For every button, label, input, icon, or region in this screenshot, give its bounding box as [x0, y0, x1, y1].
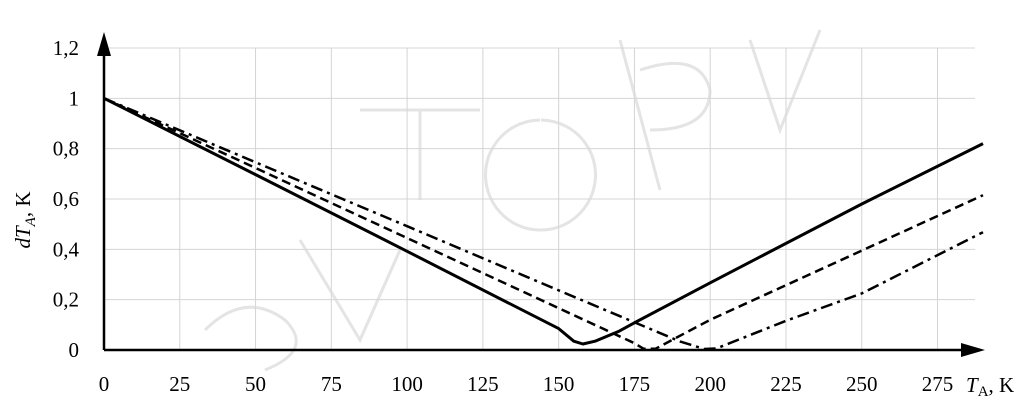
y-tick-label: 0 [69, 338, 80, 362]
x-tick-label: 75 [321, 372, 342, 396]
y-tick-label: 0,8 [53, 137, 79, 161]
x-tick-label: 0 [99, 372, 110, 396]
y-tick-label: 0,6 [53, 187, 79, 211]
y-tick-label: 1 [69, 86, 80, 110]
tick-labels: 0 25 50 75 100 125 150 175 200 225 250 275 0 0,2 0,4 0,… [53, 36, 954, 396]
y-tick-label: 0,4 [53, 237, 80, 261]
watermark-glyph [618, 39, 712, 191]
x-tick-label: 225 [770, 372, 802, 396]
x-tick-label: 250 [846, 372, 878, 396]
x-axis-arrow [961, 343, 985, 357]
watermark-glyph [748, 29, 822, 135]
y-axis-title: dTA, K [11, 191, 39, 248]
x-tick-label: 200 [694, 372, 726, 396]
x-tick-label: 175 [619, 372, 651, 396]
x-axis-title: TA, K [966, 373, 1014, 396]
grid [104, 47, 975, 350]
x-tick-label: 100 [391, 372, 423, 396]
y-tick-label: 1,2 [53, 36, 79, 60]
y-axis-arrow [97, 32, 111, 56]
axes [97, 32, 985, 357]
x-tick-label: 275 [922, 372, 954, 396]
series-line-dash-dot [103, 97, 984, 351]
watermark-glyph [484, 118, 597, 232]
series-line-dashed [103, 97, 984, 350]
watermark [203, 29, 822, 372]
x-tick-label: 125 [467, 372, 499, 396]
watermark-glyph [360, 108, 480, 200]
x-tick-label: 50 [245, 372, 266, 396]
series-line-solid [103, 96, 984, 346]
y-tick-label: 0,2 [53, 288, 79, 312]
x-tick-label: 25 [169, 372, 190, 396]
watermark-glyph [203, 305, 298, 372]
series-group [103, 96, 984, 351]
watermark-glyph [298, 239, 402, 344]
x-tick-label: 150 [543, 372, 575, 396]
